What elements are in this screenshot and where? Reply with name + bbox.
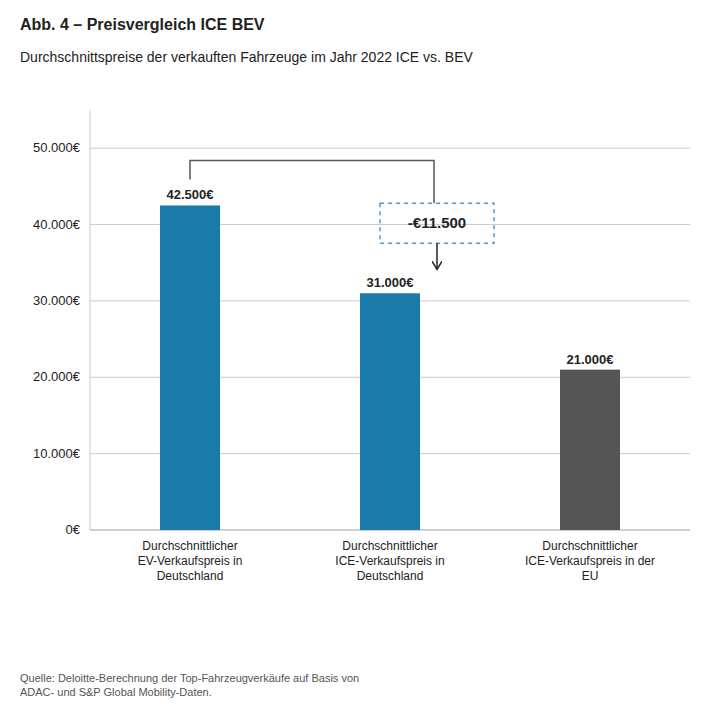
grid-line xyxy=(90,148,690,149)
x-tick-label-line: Durchschnittlicher xyxy=(542,539,637,553)
background xyxy=(0,0,710,710)
x-tick-label-line: Deutschland xyxy=(157,569,224,583)
chart-svg: Abb. 4 – Preisvergleich ICE BEV Durchschn… xyxy=(0,0,710,710)
chart-container: Abb. 4 – Preisvergleich ICE BEV Durchschn… xyxy=(0,0,710,710)
subtitle: Durchschnittspreise der verkauften Fahrz… xyxy=(20,49,474,65)
y-tick-label: 50.000€ xyxy=(33,140,81,155)
annotation-text: -€11.500 xyxy=(408,214,466,231)
x-tick-label: DurchschnittlicherICE-Verkaufspreis in d… xyxy=(525,539,655,583)
y-tick-label: 10.000€ xyxy=(33,446,81,461)
x-tick-label-line: EV-Verkaufspreis in xyxy=(138,554,243,568)
source-line: Quelle: Deloitte-Berechnung der Top-Fahr… xyxy=(20,672,359,684)
annotation: -€11.500 xyxy=(190,160,494,269)
x-tick-label: DurchschnittlicherICE-Verkaufspreis inDe… xyxy=(335,539,444,583)
x-tick-label-line: ICE-Verkaufspreis in der xyxy=(525,554,655,568)
data-label: 42.500€ xyxy=(167,187,214,202)
bracket xyxy=(190,160,434,203)
source: Quelle: Deloitte-Berechnung der Top-Fahr… xyxy=(20,672,359,698)
x-tick-label: DurchschnittlicherEV-Verkaufspreis inDeu… xyxy=(138,539,243,583)
bars xyxy=(160,205,620,530)
y-tick-label: 20.000€ xyxy=(33,369,81,384)
x-tick-label-line: ICE-Verkaufspreis in xyxy=(335,554,444,568)
bar xyxy=(560,370,620,530)
y-axis-line xyxy=(90,110,91,530)
x-tick-label-line: Durchschnittlicher xyxy=(142,539,237,553)
bar xyxy=(360,293,420,530)
x-tick-label-line: EU xyxy=(582,569,599,583)
title: Abb. 4 – Preisvergleich ICE BEV xyxy=(20,16,265,33)
source-line: ADAC- und S&P Global Mobility-Daten. xyxy=(20,686,212,698)
x-tick-label-line: Durchschnittlicher xyxy=(342,539,437,553)
x-tick-label-line: Deutschland xyxy=(357,569,424,583)
data-label: 21.000€ xyxy=(567,352,614,367)
grid xyxy=(90,148,690,530)
y-tick-label: 30.000€ xyxy=(33,293,81,308)
bar xyxy=(160,205,220,530)
y-tick-label: 0€ xyxy=(66,522,81,537)
y-tick-label: 40.000€ xyxy=(33,217,81,232)
data-label: 31.000€ xyxy=(367,275,414,290)
annotation-arrow xyxy=(436,243,438,269)
annotation-box xyxy=(380,203,494,243)
